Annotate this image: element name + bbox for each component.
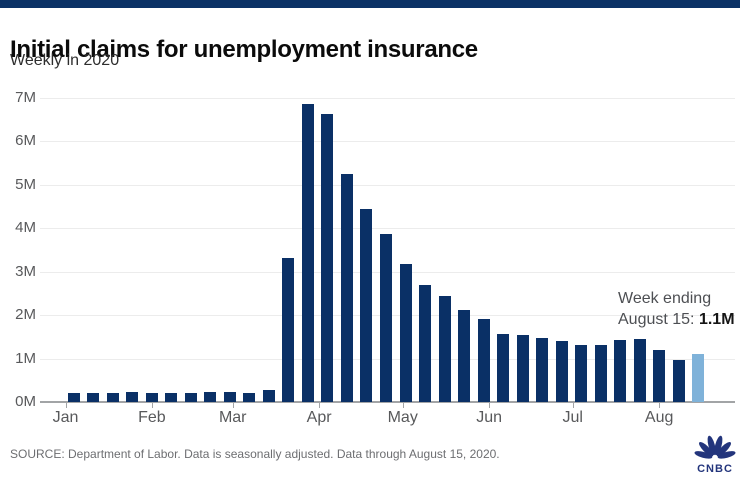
x-axis-label-May: May (387, 409, 418, 426)
bar-week-jun-20 (536, 338, 549, 402)
bar-highlighted-week-aug-15 (692, 354, 705, 402)
y-axis-label-3M: 3M (15, 262, 36, 280)
bar-week-mar-14 (262, 390, 275, 402)
bar-week-jan-11 (87, 393, 100, 402)
bar-week-feb-8 (165, 393, 178, 402)
x-axis-label-Feb: Feb (138, 409, 166, 426)
bar-week-jun-13 (516, 335, 529, 402)
annotation: Week ending August 15: 1.1M (618, 288, 735, 330)
bar-week-jul-18 (614, 340, 627, 402)
y-axis-label-0M: 0M (15, 393, 36, 410)
bar-week-mar-28 (301, 104, 314, 402)
bar-week-jan-25 (126, 392, 139, 402)
bar-week-feb-22 (204, 392, 217, 402)
bar-week-may-30 (477, 319, 490, 402)
bar-week-jul-25 (633, 339, 646, 402)
gridline-6M (40, 141, 735, 143)
annotation-line1: Week ending (618, 290, 712, 307)
x-axis-tick-Aug (659, 403, 661, 408)
x-axis-label-Jul: Jul (562, 409, 583, 426)
x-axis-tick-Jun (489, 403, 491, 408)
x-axis-tick-Mar (232, 403, 234, 408)
x-axis-label-Jun: Jun (476, 409, 502, 426)
bar-week-feb-15 (184, 393, 197, 402)
annotation-value: 1.1M (698, 311, 735, 328)
bar-week-jan-4 (67, 393, 80, 402)
gridline-7M (40, 97, 735, 99)
bar-week-may-23 (458, 310, 471, 402)
bar-week-mar-7 (243, 393, 256, 402)
x-axis-label-Aug: Aug (644, 409, 674, 426)
bar-week-jun-27 (555, 341, 568, 402)
x-axis-line (40, 401, 735, 403)
x-axis-tick-Apr (319, 403, 321, 408)
bar-week-apr-11 (340, 174, 353, 402)
cnbc-logo: CNBC (694, 435, 736, 475)
bar-week-feb-1 (145, 393, 158, 402)
y-axis-label-2M: 2M (15, 306, 36, 324)
chart-title: Initial claims for unemployment insuranc… (10, 36, 478, 64)
peacock-icon (694, 435, 736, 459)
annotation-line2: August 15: 1.1M (618, 309, 735, 330)
bar-week-apr-18 (360, 209, 373, 402)
bar-week-may-2 (399, 264, 412, 402)
brand-strip (0, 0, 740, 8)
bar-week-jun-6 (497, 334, 510, 402)
x-axis-tick-Feb (151, 403, 153, 408)
bar-week-may-9 (419, 285, 432, 402)
annotation-line2-prefix: August 15: (618, 311, 699, 328)
y-axis-label-1M: 1M (15, 349, 36, 367)
y-axis-label-7M: 7M (15, 88, 36, 106)
x-axis-label-Apr: Apr (306, 409, 332, 426)
chart-subtitle: Weekly in 2020 (10, 52, 120, 69)
y-axis-label-6M: 6M (15, 132, 36, 150)
gridline-5M (40, 184, 735, 186)
bar-week-apr-4 (321, 114, 334, 402)
x-axis-label-Mar: Mar (218, 409, 247, 426)
x-axis-tick-May (402, 403, 404, 408)
y-axis-label-5M: 5M (15, 175, 36, 193)
bar-week-feb-29 (223, 392, 236, 402)
bar-week-may-16 (438, 296, 451, 402)
bar-week-jul-4 (575, 345, 588, 402)
bar-week-aug-8 (672, 360, 685, 402)
source-text: SOURCE: Department of Labor. Data is sea… (10, 447, 500, 461)
cnbc-logo-text: CNBC (697, 463, 733, 475)
y-axis-label-4M: 4M (15, 219, 36, 237)
bar-week-aug-1 (653, 350, 666, 402)
bar-week-jan-18 (106, 393, 119, 402)
x-axis-tick-Jul (572, 403, 574, 408)
x-axis-tick-Jan (65, 403, 67, 408)
bar-week-jul-11 (594, 345, 607, 402)
bar-week-apr-25 (380, 234, 392, 402)
gridline-4M (40, 228, 735, 230)
bar-week-mar-21 (282, 258, 295, 402)
x-axis-label-Jan: Jan (52, 409, 79, 426)
